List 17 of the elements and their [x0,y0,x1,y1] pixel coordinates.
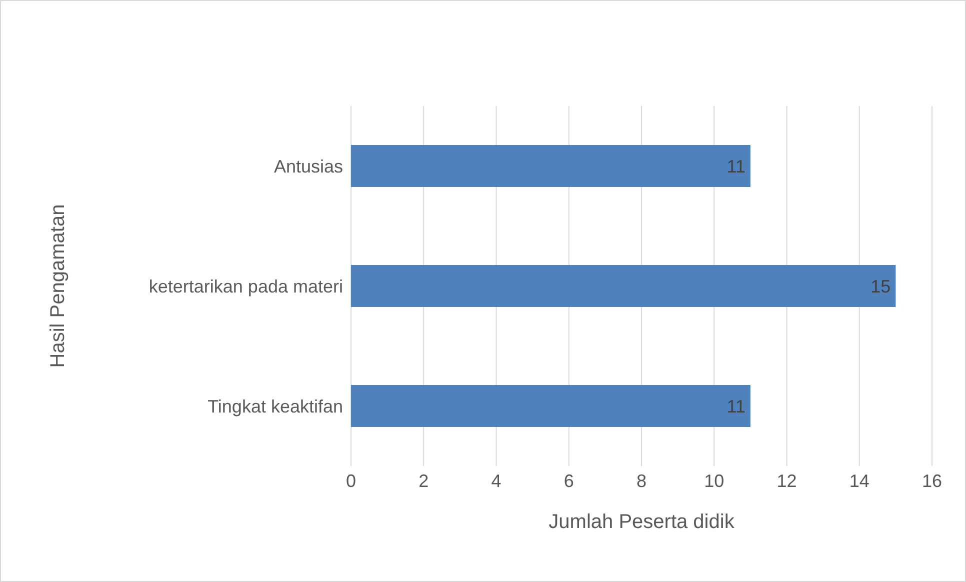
x-tick-label: 16 [922,470,942,491]
y-tick-label: Tingkat keaktifan [208,396,343,416]
x-tick-label: 6 [564,470,574,491]
x-tick-label: 0 [346,470,356,491]
data-label: 11 [726,396,746,416]
y-axis-title: Hasil Pengamatan [47,204,70,368]
x-tick-label: 10 [704,470,724,491]
x-tick-label: 12 [776,470,797,491]
y-tick-label: Antusias [274,156,343,176]
x-tick-label: 4 [491,470,502,491]
x-tick-label: 2 [418,470,429,491]
data-label: 15 [870,276,891,296]
x-axis-title: Jumlah Peserta didik [548,511,736,533]
data-label: 11 [726,156,746,176]
y-tick-label: ketertarikan pada materi [148,276,343,296]
x-tick-label: 14 [849,470,870,491]
x-tick-label: 8 [636,470,647,491]
